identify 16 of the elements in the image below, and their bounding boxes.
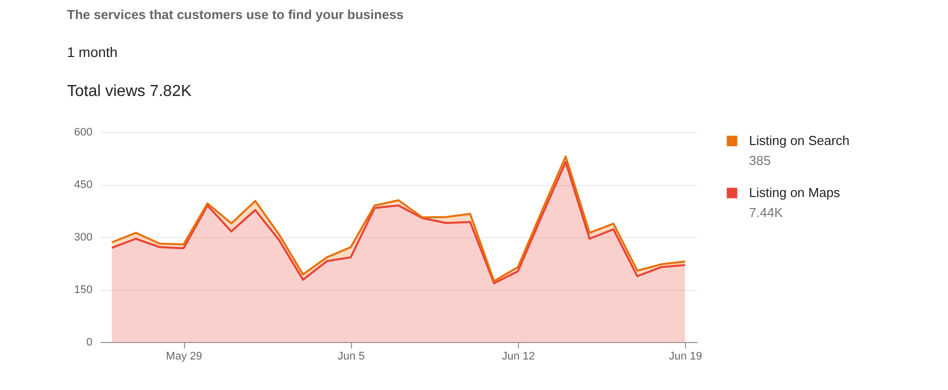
y-tick-label: 300 [74, 232, 92, 244]
y-tick-label: 150 [74, 284, 92, 296]
chart-subtitle: The services that customers use to find your business [67, 7, 404, 22]
x-tick-label: Jun 5 [338, 350, 365, 362]
legend-label: Listing on Search [749, 133, 850, 148]
text: 7.44K [749, 205, 784, 220]
y-tick-label: 0 [86, 336, 92, 348]
chart-title: Total views 7.82K [67, 83, 192, 100]
text: 385 [749, 153, 771, 168]
legend-label: Listing on Maps [749, 185, 841, 200]
x-tick-label: Jun 19 [669, 350, 702, 362]
y-tick-label: 600 [74, 126, 92, 138]
text: 1 month [67, 44, 118, 60]
x-tick-label: Jun 12 [502, 350, 535, 362]
x-tick-label: May 29 [166, 350, 202, 362]
y-tick-label: 450 [74, 179, 92, 191]
